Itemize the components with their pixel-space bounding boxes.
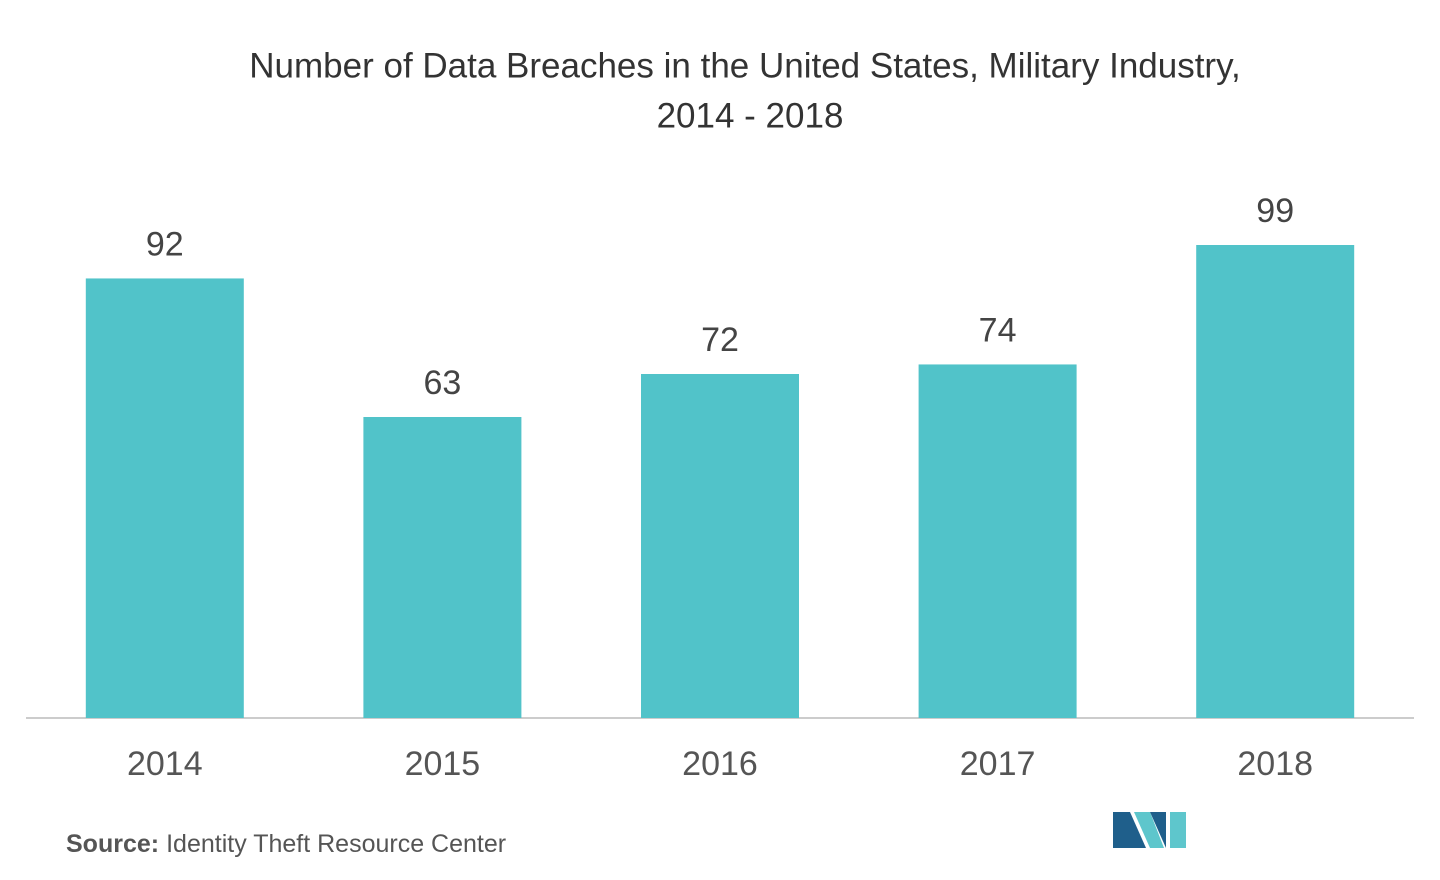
source-label: Source: [66,830,159,858]
value-label: 99 [1256,192,1294,230]
x-tick-label: 2014 [127,745,203,783]
x-tick-label: 2018 [1237,745,1313,783]
x-tick-label: 2017 [960,745,1036,783]
value-label: 92 [146,225,184,263]
value-label: 74 [979,311,1017,349]
chart-title: Number of Data Breaches in the United St… [249,46,1240,85]
logo [1113,812,1186,848]
source-text: Identity Theft Resource Center [166,830,506,858]
bar [918,364,1077,718]
source: Source: Identity Theft Resource Center [66,830,506,858]
value-label: 72 [701,321,739,359]
chart-title: 2014 - 2018 [657,96,844,135]
bar [1196,245,1355,718]
x-tick-label: 2015 [405,745,481,783]
bar [363,417,522,718]
x-tick-label: 2016 [682,745,758,783]
bar [85,278,244,718]
value-label: 63 [423,364,461,402]
bar [641,374,799,718]
